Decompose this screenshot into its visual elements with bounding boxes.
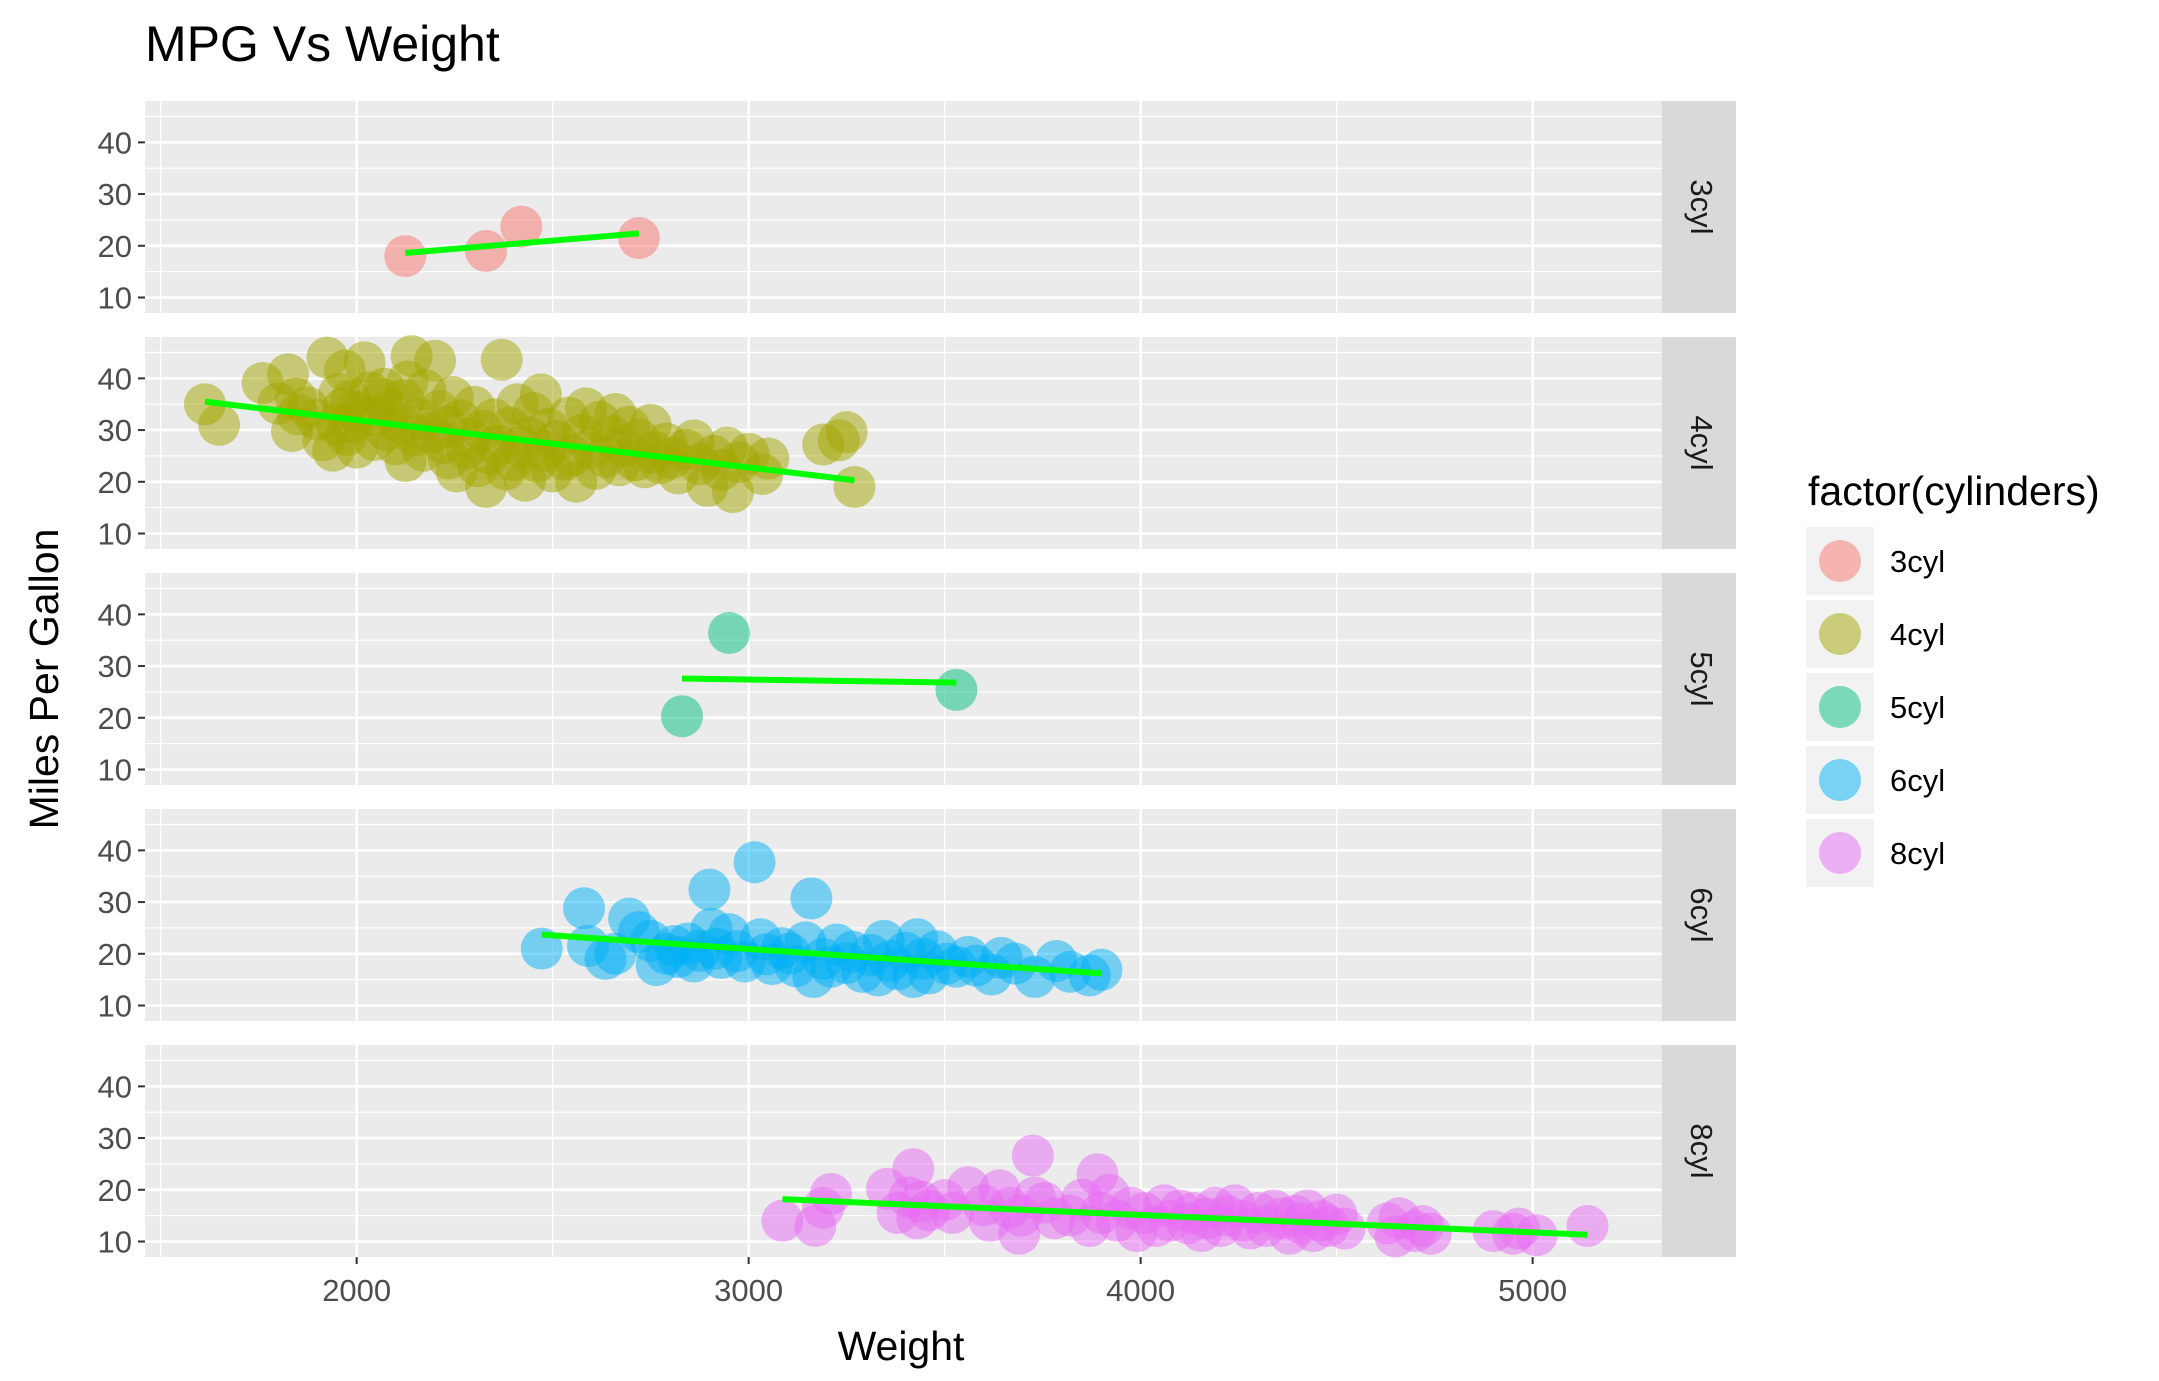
facet-strip [1662,337,1736,549]
panel-background [145,101,1662,313]
y-tick-label: 30 [98,413,132,448]
x-axis: 2000 3000 4000 5000 [322,1257,1567,1308]
facet-strip [1662,809,1736,1021]
facet-strip-label: 3cyl [1684,179,1719,234]
legend-key [1819,686,1861,728]
x-tick-label: 3000 [714,1273,783,1308]
data-point [414,339,457,382]
legend-label: 6cyl [1890,763,1945,798]
data-point [761,1199,804,1242]
legend-item-4cyl: 4cyl [1806,600,1945,668]
facet-strip-label: 4cyl [1684,415,1719,470]
y-tick-label: 30 [98,885,132,920]
legend-label: 5cyl [1890,690,1945,725]
trend-line [782,1196,1588,1238]
data-point [790,877,833,920]
points-5cyl [661,611,978,738]
data-point [661,695,704,738]
data-point [892,1148,935,1191]
y-tick-label: 30 [98,177,132,212]
data-point [833,465,876,508]
data-point [1011,1134,1054,1177]
y-tick-label: 20 [98,701,132,736]
y-tick-label: 20 [98,465,132,500]
facet-strip [1662,101,1736,313]
data-point [1566,1204,1609,1247]
y-tick-label: 10 [98,280,132,315]
facet-strip [1662,1045,1736,1257]
y-tick-label: 20 [98,937,132,972]
facet-strip-label: 8cyl [1684,1123,1719,1178]
legend-label: 4cyl [1890,617,1945,652]
legend-title: factor(cylinders) [1808,468,2100,514]
x-tick-label: 4000 [1106,1273,1175,1308]
data-point [465,229,508,272]
x-tick-label: 5000 [1498,1273,1567,1308]
chart-title: MPG Vs Weight [145,16,500,72]
legend-label: 3cyl [1890,544,1945,579]
data-point [500,205,543,248]
y-tick-label: 10 [98,988,132,1023]
data-point [563,887,606,930]
y-tick-label: 40 [98,833,132,868]
panel-6cyl: 10 20 30 40 6cyl [98,809,1736,1023]
legend-label: 8cyl [1890,836,1945,871]
panel-3cyl: 10 20 30 40 3cyl [98,101,1736,315]
data-point [708,611,751,654]
y-tick-label: 40 [98,125,132,160]
data-point [198,403,241,446]
facet-panels: 10 20 30 40 3cyl 10 20 30 40 4cyl 10 20 30 40 5cyl 10 20… [98,101,1736,1259]
panel-8cyl: 10 20 30 40 8cyl [98,1045,1736,1259]
data-point [688,868,731,911]
data-point [480,338,523,381]
trend-line [541,931,1102,977]
y-tick-label: 40 [98,361,132,396]
legend-key [1819,759,1861,801]
y-tick-label: 10 [98,516,132,551]
data-point [809,1172,852,1215]
panel-4cyl: 10 20 30 40 4cyl [98,335,1736,551]
data-point [1409,1212,1452,1255]
y-tick-label: 30 [98,649,132,684]
data-point [617,217,660,260]
legend-key [1819,613,1861,655]
legend-item-6cyl: 6cyl [1806,746,1945,814]
data-point [733,841,776,884]
legend-item-5cyl: 5cyl [1806,673,1945,741]
trend-line [405,230,640,257]
y-axis-label: Miles Per Gallon [21,529,67,830]
data-point [384,235,427,278]
y-tick-label: 40 [98,1069,132,1104]
y-tick-label: 20 [98,229,132,264]
data-point [1323,1207,1366,1250]
data-point [519,373,562,416]
data-point [935,668,978,711]
points-3cyl [384,205,660,278]
y-tick-label: 40 [98,597,132,632]
facet-strip [1662,573,1736,785]
trend-line [204,398,855,484]
y-tick-label: 30 [98,1121,132,1156]
x-axis-label: Weight [838,1323,965,1369]
facet-strip-label: 5cyl [1684,651,1719,706]
facet-strip-label: 6cyl [1684,887,1719,942]
data-point [1080,948,1123,991]
y-tick-label: 20 [98,1173,132,1208]
legend: factor(cylinders) 3cyl 4cyl 5cyl 6cyl 8cyl [1806,468,2100,887]
y-tick-label: 10 [98,1224,132,1259]
data-point [825,411,868,454]
legend-item-3cyl: 3cyl [1806,527,1945,595]
trend-line [681,675,957,686]
y-tick-label: 10 [98,752,132,787]
x-tick-label: 2000 [322,1273,391,1308]
legend-item-8cyl: 8cyl [1806,819,1945,887]
legend-key [1819,540,1861,582]
panel-5cyl: 10 20 30 40 5cyl [98,573,1736,787]
legend-key [1819,832,1861,874]
